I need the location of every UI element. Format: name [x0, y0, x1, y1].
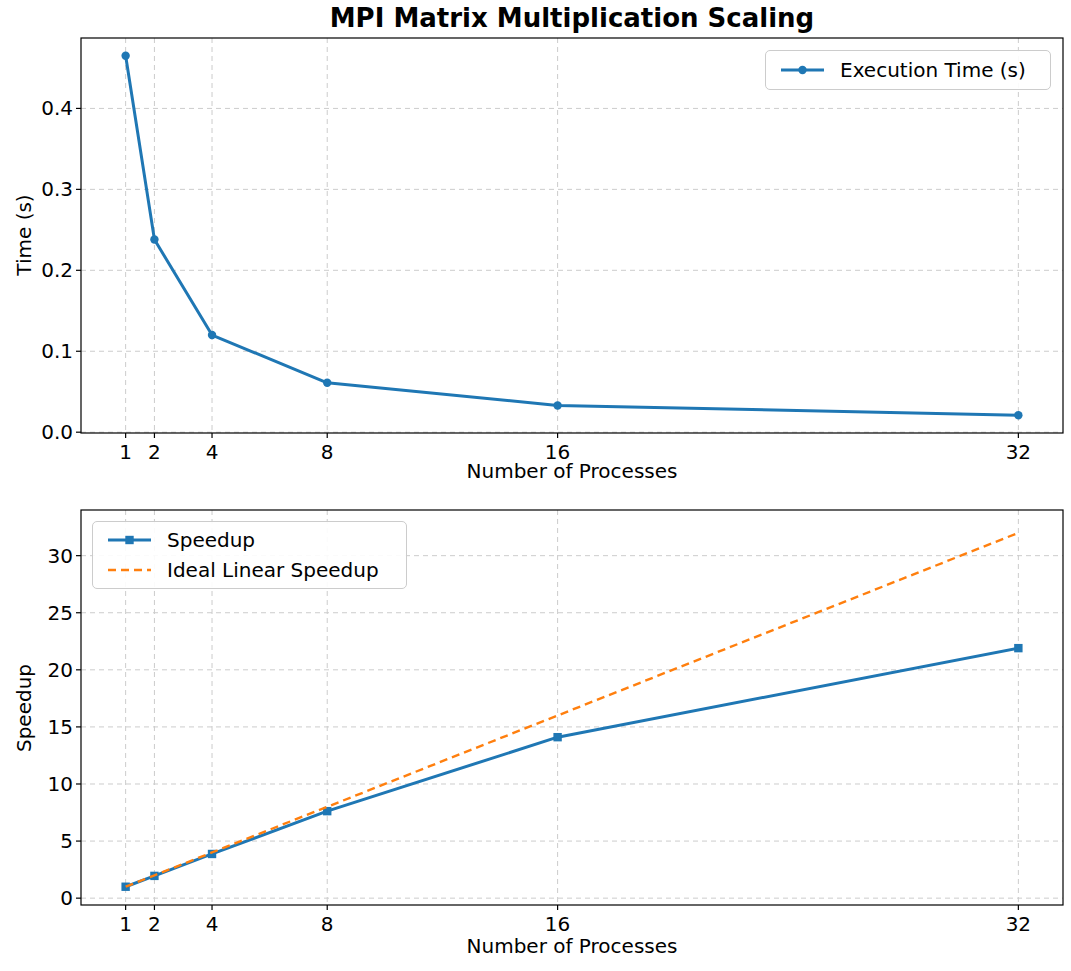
y-axis-label-time: Time (s) [12, 115, 36, 355]
data-point-marker [553, 733, 561, 741]
data-point-marker [1014, 411, 1022, 419]
time-x-tick-label: 32 [978, 440, 1058, 464]
data-point-marker [150, 235, 158, 243]
time-series-0-line [126, 56, 1019, 415]
figure: MPI Matrix Multiplication Scaling Number… [0, 0, 1071, 971]
time-x-tick-label: 4 [172, 440, 252, 464]
speedup-x-tick-label: 8 [287, 912, 367, 936]
x-axis-label-speedup: Number of Processes [452, 934, 692, 958]
time-y-tick-label: 0.0 [1, 420, 73, 444]
time-y-tick-label: 0.2 [1, 258, 73, 282]
speedup-series-0-line [126, 648, 1019, 887]
legend-entry-execution-time: Execution Time (s) [779, 58, 1037, 82]
legend-time: Execution Time (s) [765, 50, 1051, 90]
legend-label-speedup: Speedup [167, 528, 255, 552]
data-point-marker [1014, 644, 1022, 652]
time-plot-border [81, 38, 1063, 433]
speedup-x-tick-label: 16 [518, 912, 598, 936]
time-x-tick-label: 16 [518, 440, 598, 464]
time-y-tick-label: 0.1 [1, 339, 73, 363]
dashed-line-sample [106, 564, 153, 576]
speedup-y-tick-label: 10 [1, 772, 73, 796]
speedup-y-tick-label: 25 [1, 601, 73, 625]
legend-entry-speedup: Speedup [106, 528, 393, 552]
speedup-x-tick-label: 4 [172, 912, 252, 936]
time-y-tick-label: 0.4 [1, 96, 73, 120]
line-with-square-marker-sample [106, 534, 153, 546]
speedup-y-tick-label: 15 [1, 715, 73, 739]
data-point-marker [553, 401, 561, 409]
speedup-x-tick-label: 32 [978, 912, 1058, 936]
speedup-y-tick-label: 30 [1, 544, 73, 568]
data-point-marker [121, 52, 129, 60]
legend-label-execution-time: Execution Time (s) [840, 58, 1026, 82]
legend-speedup: Speedup Ideal Linear Speedup [92, 521, 407, 589]
time-x-tick-label: 8 [287, 440, 367, 464]
data-point-marker [208, 331, 216, 339]
legend-label-ideal: Ideal Linear Speedup [167, 558, 379, 582]
plot-canvas [0, 0, 1071, 971]
line-with-circle-marker-sample [779, 64, 826, 76]
time-chart [76, 38, 1063, 438]
speedup-y-tick-label: 5 [1, 829, 73, 853]
speedup-y-tick-label: 20 [1, 658, 73, 682]
speedup-y-tick-label: 0 [1, 886, 73, 910]
time-y-tick-label: 0.3 [1, 177, 73, 201]
data-point-marker [323, 379, 331, 387]
legend-entry-ideal: Ideal Linear Speedup [106, 558, 393, 582]
